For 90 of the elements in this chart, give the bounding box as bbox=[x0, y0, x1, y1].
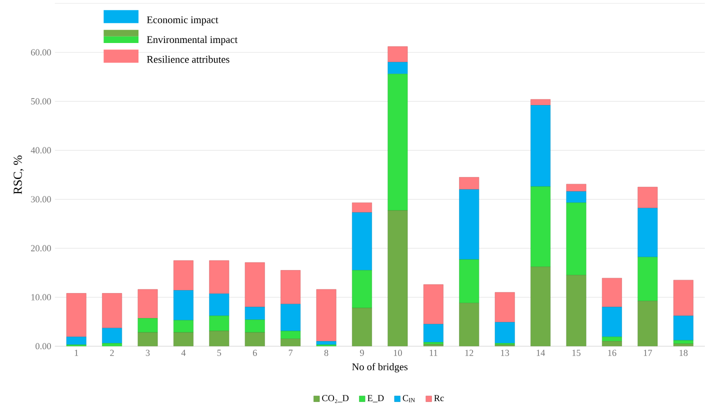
bar bbox=[245, 332, 265, 346]
bar bbox=[638, 187, 658, 208]
y-tick-label: 60.00 bbox=[31, 49, 51, 56]
bar bbox=[138, 332, 158, 346]
bar bbox=[602, 278, 622, 308]
y-tick-label: 30.00 bbox=[31, 196, 51, 203]
bar bbox=[352, 212, 372, 271]
x-tick-label: 8 bbox=[324, 350, 328, 356]
bar bbox=[173, 260, 194, 291]
bar bbox=[244, 262, 265, 308]
bar bbox=[459, 303, 480, 346]
x-tick-label: 16 bbox=[608, 350, 616, 356]
bar bbox=[209, 294, 230, 316]
x-tick-label: 9 bbox=[360, 350, 364, 356]
bar bbox=[209, 330, 230, 346]
annotation: Resilience attributes bbox=[146, 56, 230, 63]
y-axis-title: RSC, % bbox=[14, 156, 24, 194]
bar bbox=[316, 341, 336, 346]
annotation: Economic impact bbox=[146, 16, 218, 26]
x-tick-label: 14 bbox=[536, 350, 545, 356]
x-tick-label: 11 bbox=[430, 350, 438, 356]
y-tick-label: 10.00 bbox=[31, 294, 51, 300]
bar bbox=[102, 293, 122, 328]
bar bbox=[423, 324, 444, 343]
bar bbox=[566, 184, 586, 192]
y-tick-label: 40.00 bbox=[30, 147, 51, 154]
bar bbox=[244, 306, 265, 320]
bar bbox=[352, 270, 372, 308]
bar bbox=[530, 266, 551, 346]
bar bbox=[388, 74, 408, 211]
legend-label: E_D bbox=[368, 395, 384, 402]
bar bbox=[530, 105, 551, 187]
x-tick-label: 15 bbox=[572, 350, 580, 356]
bar bbox=[673, 280, 694, 316]
x-tick-label: 13 bbox=[501, 350, 510, 356]
y-tick-label: 50.00 bbox=[31, 98, 51, 105]
bar bbox=[494, 322, 515, 344]
bar bbox=[638, 257, 658, 302]
bar bbox=[66, 336, 86, 346]
bar bbox=[530, 99, 551, 106]
x-tick-label: 18 bbox=[680, 350, 688, 356]
bar bbox=[602, 306, 622, 338]
x-tick-label: 7 bbox=[288, 350, 293, 356]
x-tick-label: 3 bbox=[146, 350, 150, 356]
x-tick-label: 12 bbox=[465, 350, 474, 356]
legend-label: CO₂_D bbox=[322, 395, 349, 404]
bar bbox=[280, 304, 301, 332]
x-tick-label: 10 bbox=[394, 350, 402, 356]
bar bbox=[138, 318, 158, 333]
bar bbox=[352, 202, 372, 213]
bar bbox=[388, 210, 408, 346]
bar bbox=[566, 191, 586, 203]
bar bbox=[280, 338, 300, 346]
bar bbox=[66, 293, 86, 338]
y-tick-label: 0.00 bbox=[36, 343, 51, 350]
bar bbox=[316, 289, 336, 342]
bar bbox=[530, 186, 551, 268]
legend-label: C$_{IN}$ bbox=[402, 395, 415, 402]
bar bbox=[280, 270, 301, 304]
bar bbox=[459, 189, 480, 260]
x-tick-label: 2 bbox=[110, 350, 114, 356]
bar bbox=[209, 316, 230, 332]
bar bbox=[423, 284, 444, 324]
bar bbox=[459, 177, 480, 190]
x-tick-label: 6 bbox=[252, 350, 257, 356]
bar bbox=[638, 301, 658, 346]
bar bbox=[388, 46, 408, 62]
x-tick-label: 17 bbox=[644, 350, 652, 356]
bar bbox=[209, 260, 230, 294]
legend-label: Rc bbox=[434, 395, 444, 402]
x-tick-label: 1 bbox=[74, 350, 78, 356]
x-tick-label: 4 bbox=[181, 350, 186, 356]
bar bbox=[173, 290, 194, 321]
bar bbox=[173, 320, 194, 333]
x-tick-label: 5 bbox=[217, 350, 222, 356]
bar bbox=[102, 328, 122, 344]
x-axis-title: No of bridges bbox=[352, 363, 408, 373]
bar bbox=[566, 202, 586, 276]
bar bbox=[566, 275, 586, 346]
bar bbox=[673, 316, 694, 341]
bar bbox=[638, 208, 658, 258]
bar bbox=[244, 320, 265, 333]
bar bbox=[138, 289, 158, 319]
bar bbox=[388, 62, 408, 74]
bar bbox=[352, 308, 372, 346]
bar bbox=[459, 259, 480, 304]
y-tick-label: 20.00 bbox=[31, 245, 51, 252]
bar bbox=[174, 332, 194, 346]
bar bbox=[494, 292, 515, 322]
annotation: Environmental impact bbox=[146, 36, 238, 46]
